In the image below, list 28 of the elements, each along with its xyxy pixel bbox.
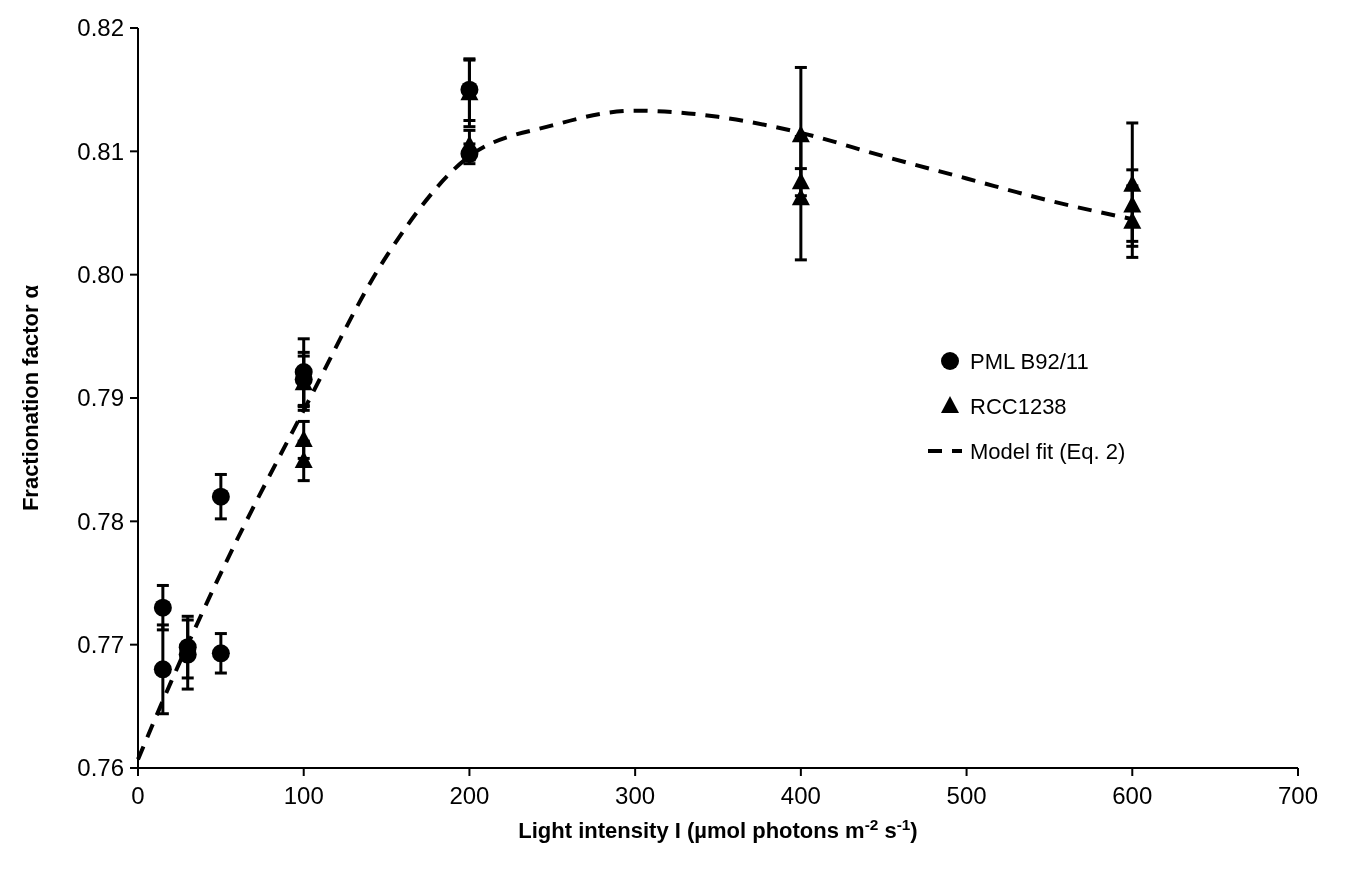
x-tick-label: 600 bbox=[1112, 782, 1153, 809]
point bbox=[460, 135, 479, 153]
x-tick-label: 400 bbox=[780, 782, 821, 809]
point bbox=[153, 660, 172, 679]
point bbox=[211, 487, 230, 506]
point bbox=[211, 644, 230, 663]
y-tick-label: 0.81 bbox=[77, 137, 124, 165]
legend-label: RCC1238 bbox=[970, 393, 1067, 419]
x-tick-label: 100 bbox=[283, 782, 324, 809]
point bbox=[294, 429, 313, 447]
x-tick-label: 700 bbox=[1277, 782, 1319, 809]
point bbox=[791, 172, 810, 190]
x-tick-label: 300 bbox=[615, 782, 656, 809]
x-tick-label: 200 bbox=[449, 782, 490, 809]
point bbox=[153, 598, 172, 617]
y-tick-label: 0.79 bbox=[77, 384, 124, 412]
point bbox=[791, 188, 810, 206]
y-tick-label: 0.77 bbox=[77, 631, 124, 659]
x-axis-title: Light intensity I (µmol photons m$^{-2}$ s$^{-1}$) bbox=[518, 815, 918, 843]
x-tick-label: 500 bbox=[946, 782, 987, 809]
y-tick-label: 0.82 bbox=[77, 14, 124, 42]
x-tick-label: 0 bbox=[131, 782, 145, 809]
y-axis-title: Fractionation factor α bbox=[18, 284, 43, 512]
legend-label: Model fit (Eq. 2) bbox=[970, 438, 1126, 464]
legend-label: PML B92/11 bbox=[970, 348, 1089, 374]
y-tick-label: 0.80 bbox=[77, 261, 124, 289]
y-tick-label: 0.76 bbox=[77, 754, 124, 782]
y-tick-label: 0.78 bbox=[77, 507, 124, 535]
